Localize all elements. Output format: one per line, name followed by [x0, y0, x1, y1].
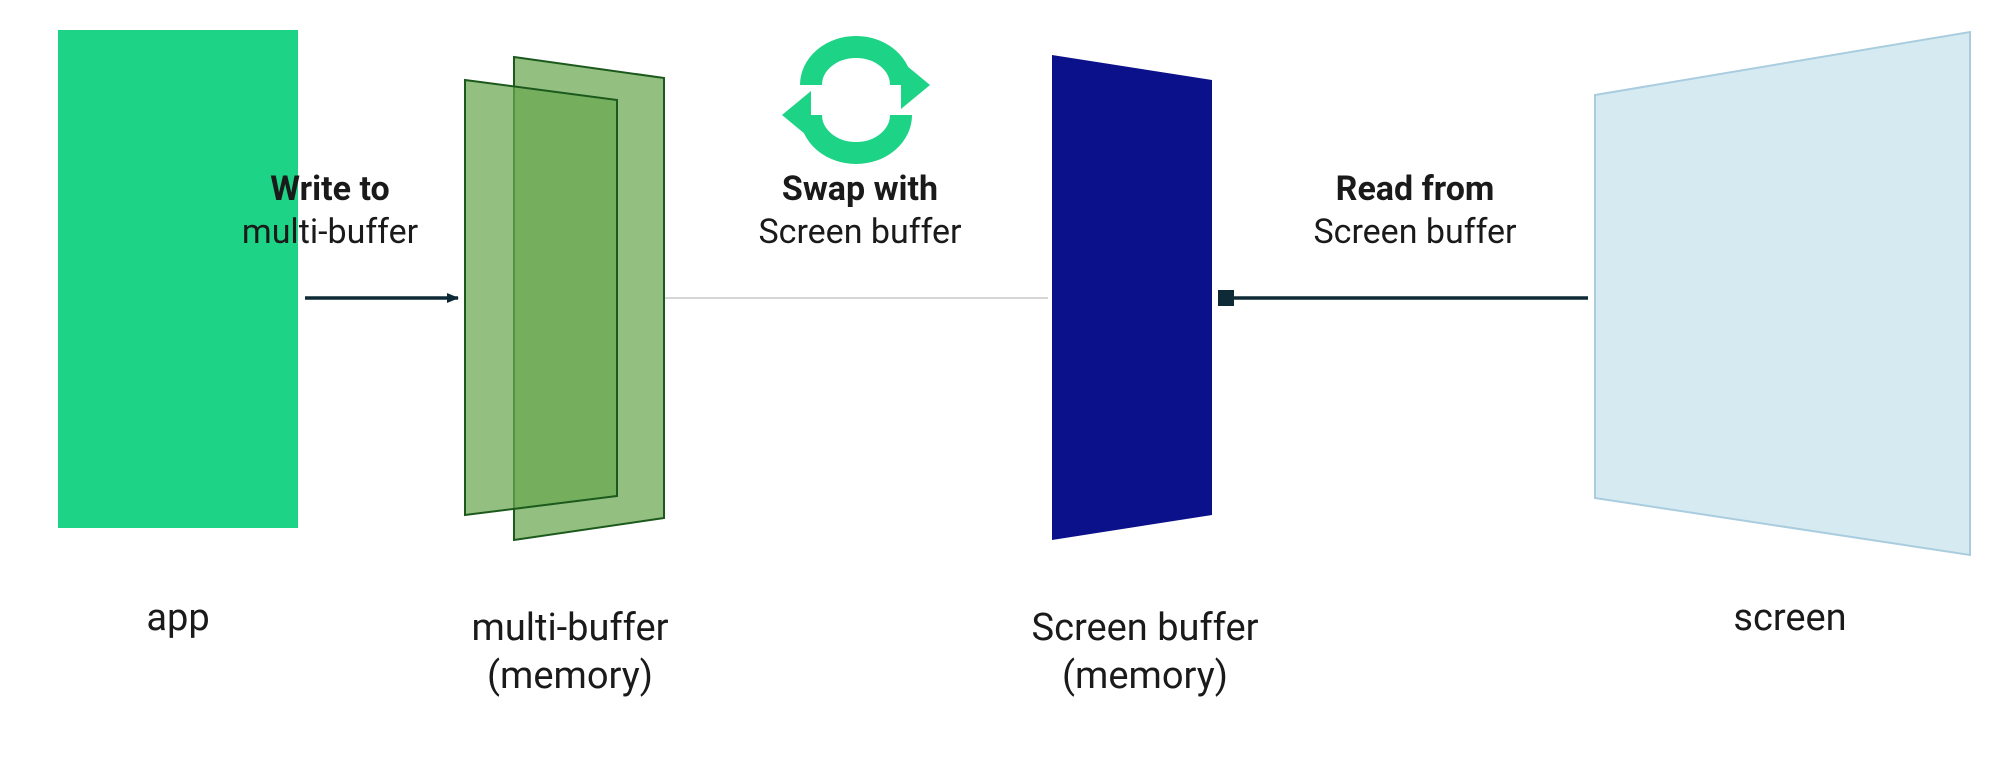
screen-buffer-caption: Screen buffer (memory) — [985, 605, 1305, 700]
app-node — [58, 30, 298, 528]
write-label-bold: Write to — [270, 169, 389, 209]
screen-buffer-caption-l2: (memory) — [1062, 654, 1228, 698]
screen-buffer-node — [1052, 55, 1212, 540]
read-label: Read from Screen buffer — [1275, 168, 1555, 253]
screen-buffer-caption-l1: Screen buffer — [1032, 606, 1259, 650]
read-label-bold: Read from — [1336, 169, 1495, 209]
write-label: Write to multi-buffer — [200, 168, 460, 253]
multi-buffer-caption-l1: multi-buffer — [472, 606, 669, 650]
swap-label-normal: Screen buffer — [758, 212, 961, 252]
multi-buffer-caption: multi-buffer (memory) — [420, 605, 720, 700]
write-label-normal: multi-buffer — [242, 212, 418, 252]
read-label-normal: Screen buffer — [1313, 212, 1516, 252]
read-arrow-head — [1218, 290, 1234, 306]
app-caption: app — [58, 595, 298, 643]
swap-label: Swap with Screen buffer — [720, 168, 1000, 253]
swap-icon — [782, 47, 930, 153]
swap-label-bold: Swap with — [782, 169, 938, 209]
screen-node — [1595, 32, 1970, 555]
diagram-canvas: Write to multi-buffer Swap with Screen b… — [0, 0, 1999, 771]
multi-buffer-caption-l2: (memory) — [487, 654, 653, 698]
multi-buffer-front — [465, 80, 617, 515]
screen-caption: screen — [1640, 595, 1940, 643]
